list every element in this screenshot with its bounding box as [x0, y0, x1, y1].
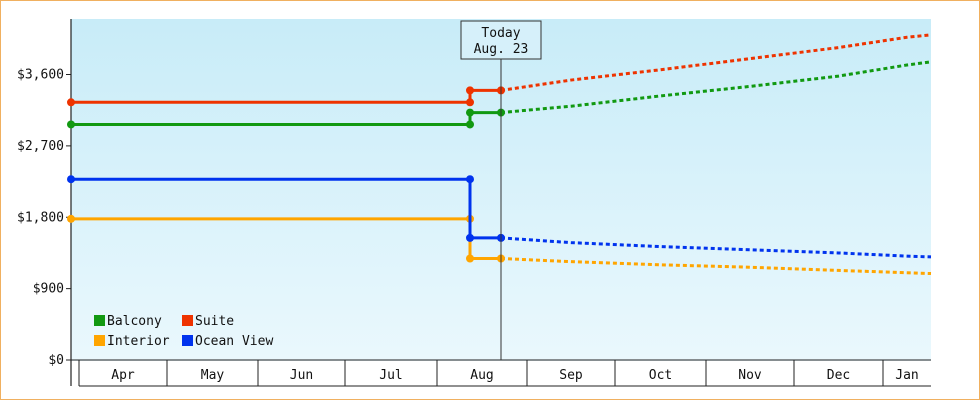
legend-item-balcony: Balcony	[94, 314, 162, 329]
series-point	[466, 120, 474, 129]
month-label: May	[201, 368, 225, 383]
series-forecast-line	[500, 60, 932, 115]
y-tick-label: $900	[33, 282, 64, 297]
series-history-line	[71, 111, 501, 126]
series-point	[67, 120, 75, 129]
series-point	[67, 98, 75, 107]
legend-item-suite: Suite	[182, 314, 234, 329]
series-point	[466, 233, 474, 242]
legend-item-interior: Interior	[94, 334, 170, 349]
month-label: Jul	[379, 368, 402, 383]
today-box	[460, 20, 542, 60]
month-label: Dec	[827, 368, 850, 383]
series-point	[466, 86, 474, 95]
series-balcony	[67, 60, 932, 129]
month-label: Aug	[470, 368, 493, 383]
month-label: Jun	[290, 368, 313, 383]
legend-swatch	[182, 335, 193, 346]
today-label: Today	[481, 26, 520, 41]
series-point	[67, 175, 75, 184]
series-point	[67, 214, 75, 223]
series-forecast-line	[500, 33, 932, 92]
series-point	[466, 108, 474, 117]
series-forecast-line	[500, 236, 932, 259]
y-tick-label: $0	[48, 353, 64, 368]
today-date: Aug. 23	[474, 42, 529, 57]
series-history-line	[71, 177, 501, 240]
legend-swatch	[182, 315, 193, 326]
series-suite	[67, 33, 932, 107]
month-label: Sep	[559, 368, 583, 383]
y-tick-label: $3,600	[17, 68, 64, 83]
legend-item-ocean-view: Ocean View	[182, 334, 273, 349]
legend-label: Interior	[107, 334, 170, 349]
month-label: Nov	[738, 368, 762, 383]
legend-swatch	[94, 315, 105, 326]
series-point	[466, 254, 474, 263]
series-history-line	[71, 88, 501, 104]
legend-label: Suite	[195, 314, 234, 329]
legend-label: Ocean View	[195, 334, 273, 349]
month-label: Apr	[111, 368, 135, 383]
y-tick-label: $1,800	[17, 210, 64, 225]
legend-swatch	[94, 335, 105, 346]
series-forecast-line	[500, 256, 932, 276]
month-label: Jan	[895, 368, 918, 383]
y-tick-label: $2,700	[17, 139, 64, 154]
series-ocean-view	[67, 175, 932, 259]
series-point	[466, 98, 474, 107]
legend-label: Balcony	[107, 314, 162, 329]
series-point	[466, 175, 474, 184]
month-label: Oct	[649, 368, 672, 383]
